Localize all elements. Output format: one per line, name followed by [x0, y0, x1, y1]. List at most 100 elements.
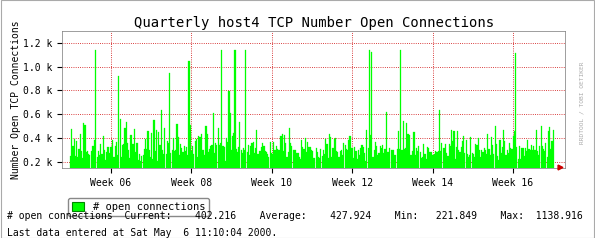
Bar — [414, 132, 415, 186]
Bar — [208, 152, 209, 186]
Bar — [271, 153, 272, 186]
Bar — [450, 146, 451, 186]
Bar — [473, 154, 474, 186]
Bar — [321, 156, 322, 186]
Bar — [169, 73, 170, 186]
Bar — [294, 150, 295, 186]
Bar — [527, 140, 528, 186]
Bar — [185, 151, 186, 186]
Bar — [206, 134, 208, 186]
Bar — [293, 150, 294, 186]
Bar — [382, 145, 383, 186]
Bar — [266, 152, 267, 186]
Bar — [513, 136, 514, 186]
Y-axis label: Number Open TCP Connections: Number Open TCP Connections — [11, 20, 21, 179]
Bar — [73, 145, 74, 186]
Bar — [290, 143, 292, 186]
Bar — [164, 128, 165, 186]
Bar — [503, 130, 504, 186]
Bar — [233, 133, 234, 186]
Bar — [116, 142, 117, 186]
Bar — [140, 161, 141, 186]
Bar — [175, 150, 176, 186]
Bar — [243, 148, 244, 186]
Bar — [409, 135, 410, 186]
Bar — [375, 142, 376, 186]
Bar — [161, 110, 162, 186]
Bar — [120, 119, 121, 186]
Bar — [234, 50, 236, 186]
Bar — [394, 155, 395, 186]
Bar — [204, 155, 205, 186]
Bar — [404, 149, 405, 186]
Bar — [242, 153, 243, 186]
Bar — [343, 143, 345, 186]
Bar — [199, 137, 201, 186]
Bar — [111, 147, 112, 186]
Bar — [301, 140, 302, 186]
Bar — [122, 145, 123, 186]
Bar — [99, 155, 100, 186]
Bar — [526, 151, 527, 186]
Bar — [127, 143, 128, 186]
Bar — [186, 147, 187, 186]
Bar — [329, 134, 330, 186]
Bar — [109, 153, 110, 186]
Bar — [279, 150, 280, 186]
Bar — [468, 157, 469, 186]
Bar — [197, 157, 198, 186]
Bar — [179, 155, 180, 186]
Bar — [411, 155, 412, 186]
Bar — [112, 140, 114, 186]
Bar — [499, 139, 500, 186]
Bar — [480, 157, 481, 186]
Bar — [417, 151, 418, 186]
Bar — [360, 148, 361, 186]
Bar — [504, 141, 505, 186]
Bar — [189, 61, 190, 186]
Bar — [136, 143, 137, 186]
Bar — [544, 151, 545, 186]
Bar — [509, 143, 510, 186]
Bar — [315, 148, 317, 186]
Bar — [314, 158, 315, 186]
Bar — [88, 154, 89, 186]
Bar — [363, 147, 364, 186]
Bar — [70, 156, 71, 186]
Bar — [221, 50, 223, 186]
Bar — [267, 154, 268, 186]
Bar — [123, 144, 124, 186]
Bar — [541, 146, 543, 186]
Bar — [458, 150, 459, 186]
Bar — [260, 151, 261, 186]
Bar — [547, 157, 548, 186]
Bar — [395, 155, 396, 186]
Bar — [163, 154, 164, 186]
Bar — [368, 148, 369, 186]
Bar — [524, 156, 525, 186]
Bar — [114, 157, 115, 186]
Bar — [94, 140, 95, 186]
Bar — [488, 149, 490, 186]
Bar — [403, 121, 404, 186]
Bar — [145, 139, 146, 186]
Bar — [437, 152, 438, 186]
Bar — [268, 157, 270, 186]
Bar — [124, 128, 126, 186]
Bar — [173, 138, 174, 186]
Bar — [218, 128, 219, 186]
Bar — [230, 113, 231, 186]
Bar — [415, 154, 416, 186]
Bar — [244, 150, 245, 186]
Bar — [331, 157, 333, 186]
Bar — [265, 151, 266, 186]
Bar — [365, 161, 367, 186]
Bar — [485, 150, 486, 186]
Bar — [440, 151, 441, 186]
Bar — [412, 151, 414, 186]
Bar — [77, 157, 79, 186]
Bar — [421, 158, 422, 186]
Bar — [220, 144, 221, 186]
Bar — [191, 151, 192, 186]
Bar — [346, 149, 347, 186]
